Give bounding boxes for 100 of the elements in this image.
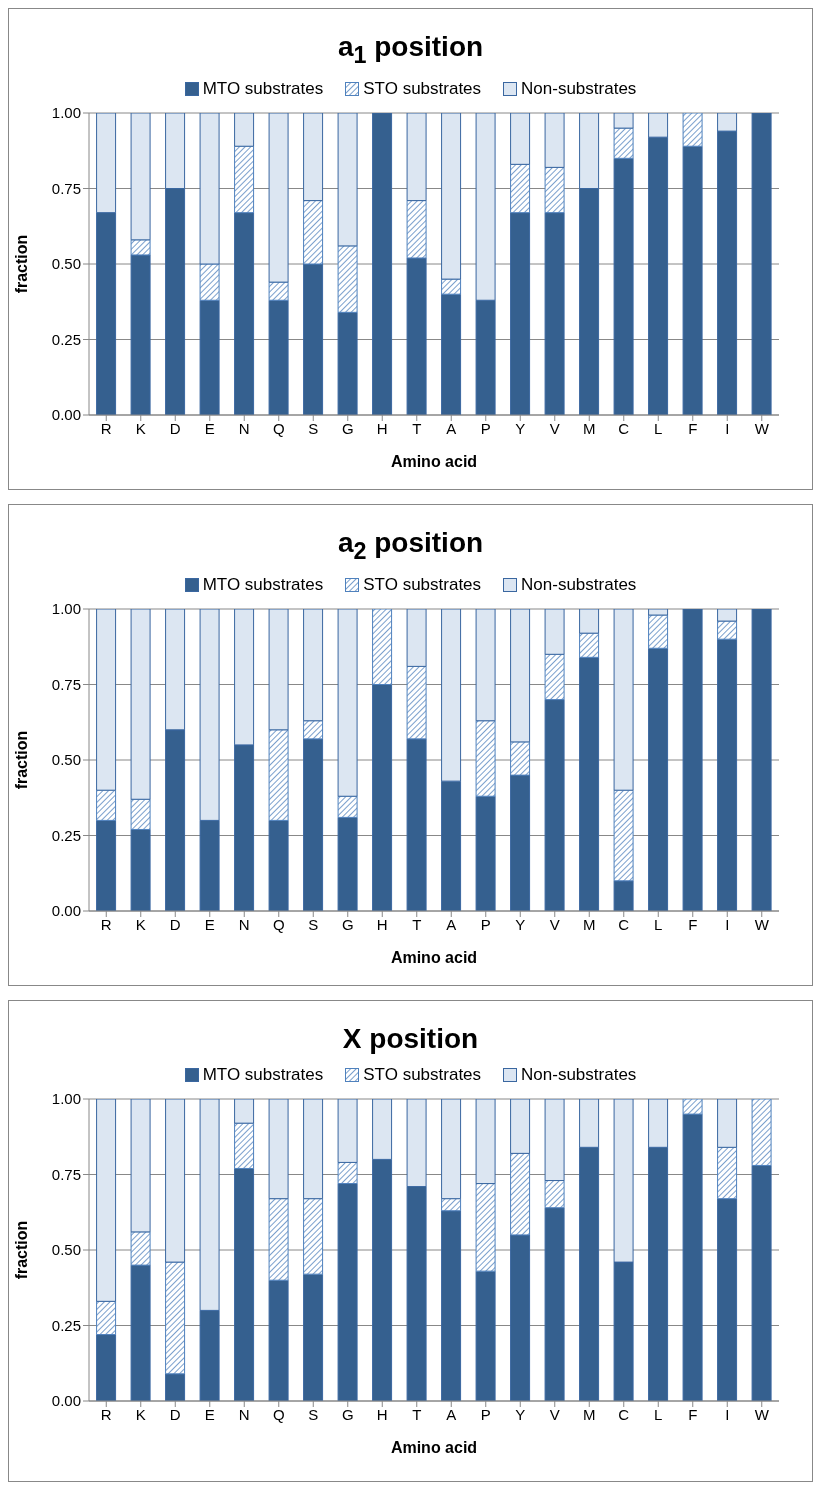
bar <box>510 774 531 911</box>
bar <box>475 719 496 797</box>
bar <box>717 1198 738 1401</box>
bar <box>717 1146 738 1200</box>
bar <box>165 1373 186 1401</box>
bar <box>406 199 427 259</box>
legend-label: MTO substrates <box>202 1065 324 1085</box>
bar <box>579 608 600 634</box>
x-tick-label: V <box>549 1405 560 1423</box>
x-tick-label: K <box>135 1405 146 1423</box>
bar <box>613 127 634 159</box>
bar <box>441 278 462 295</box>
y-axis-title: fraction <box>12 1220 30 1280</box>
x-tick-label: M <box>583 419 596 437</box>
x-tick-label: N <box>238 1405 250 1423</box>
legend-label: Non-substrates <box>521 574 637 595</box>
bar <box>234 112 255 147</box>
bar <box>199 263 220 301</box>
bar <box>613 112 634 129</box>
bar <box>544 1180 565 1209</box>
bar <box>337 112 358 246</box>
bar <box>510 1234 531 1401</box>
bar <box>613 608 634 791</box>
x-tick-label: A <box>446 1405 457 1423</box>
x-tick-label: M <box>583 915 596 933</box>
bar <box>682 145 703 415</box>
x-tick-label: I <box>725 419 730 437</box>
bar <box>510 211 531 415</box>
bar <box>544 211 565 415</box>
y-tick-label: 0.25 <box>51 1316 81 1334</box>
y-tick-label: 1.00 <box>51 1090 81 1108</box>
x-tick-label: T <box>412 419 422 437</box>
x-tick-label: P <box>480 915 491 933</box>
bar <box>96 1300 117 1336</box>
bar <box>751 1099 772 1166</box>
bar <box>544 112 565 168</box>
bar <box>372 112 393 415</box>
bar <box>337 244 358 313</box>
x-tick-label: F <box>688 915 698 933</box>
bar <box>544 1207 565 1401</box>
y-tick-label: 0.50 <box>51 1241 81 1259</box>
bar <box>406 665 427 739</box>
x-tick-label: A <box>446 419 457 437</box>
y-tick-label: 0.25 <box>51 826 81 844</box>
bar <box>303 608 324 721</box>
x-tick-label: Q <box>272 1405 285 1423</box>
bar <box>96 1099 117 1302</box>
legend-label: Non-substrates <box>521 78 637 99</box>
bar <box>268 819 289 911</box>
bar <box>682 608 703 911</box>
bar <box>96 819 117 911</box>
bar <box>682 112 703 147</box>
bar <box>475 795 496 911</box>
x-tick-label: D <box>169 915 181 933</box>
x-tick-label: N <box>238 419 250 437</box>
x-tick-label: V <box>549 915 560 933</box>
bar <box>303 1198 324 1275</box>
x-tick-label: Y <box>515 915 526 933</box>
x-tick-label: L <box>654 419 663 437</box>
x-tick-label: W <box>754 419 770 437</box>
x-tick-label: L <box>654 1405 663 1423</box>
bar <box>303 263 324 415</box>
bar <box>337 816 358 911</box>
bar <box>441 112 462 280</box>
x-tick-label: F <box>688 419 698 437</box>
bar <box>337 1183 358 1401</box>
bar <box>510 1099 531 1154</box>
bar <box>268 1099 289 1200</box>
y-tick-label: 0.75 <box>51 675 81 693</box>
x-tick-label: Q <box>272 915 285 933</box>
bar <box>682 1113 703 1401</box>
bar <box>372 608 393 685</box>
y-tick-label: 1.00 <box>51 103 81 121</box>
x-tick-label: H <box>376 1405 388 1423</box>
x-tick-label: S <box>308 915 319 933</box>
bar <box>510 740 531 776</box>
legend-label: STO substrates <box>363 78 482 99</box>
x-tick-label: K <box>135 419 146 437</box>
bar <box>648 608 669 616</box>
bar <box>130 608 151 800</box>
chart-title: a$_{1}$ position <box>336 31 485 69</box>
bar <box>751 112 772 415</box>
bar <box>544 166 565 213</box>
x-tick-label: S <box>308 1405 319 1423</box>
x-tick-label: Q <box>272 419 285 437</box>
bar <box>510 163 531 213</box>
bar <box>613 157 634 415</box>
bar <box>441 1210 462 1401</box>
x-tick-label: P <box>480 419 491 437</box>
x-tick-label: S <box>308 419 319 437</box>
bar <box>475 1099 496 1185</box>
bar <box>303 1273 324 1401</box>
x-tick-label: G <box>341 915 354 933</box>
bar <box>337 1099 358 1163</box>
x-tick-label: D <box>169 419 181 437</box>
bar <box>268 608 289 730</box>
x-axis-title: Amino acid <box>390 1439 478 1456</box>
y-tick-label: 0.00 <box>51 405 81 423</box>
x-tick-label: R <box>100 1405 112 1423</box>
bar <box>199 112 220 265</box>
